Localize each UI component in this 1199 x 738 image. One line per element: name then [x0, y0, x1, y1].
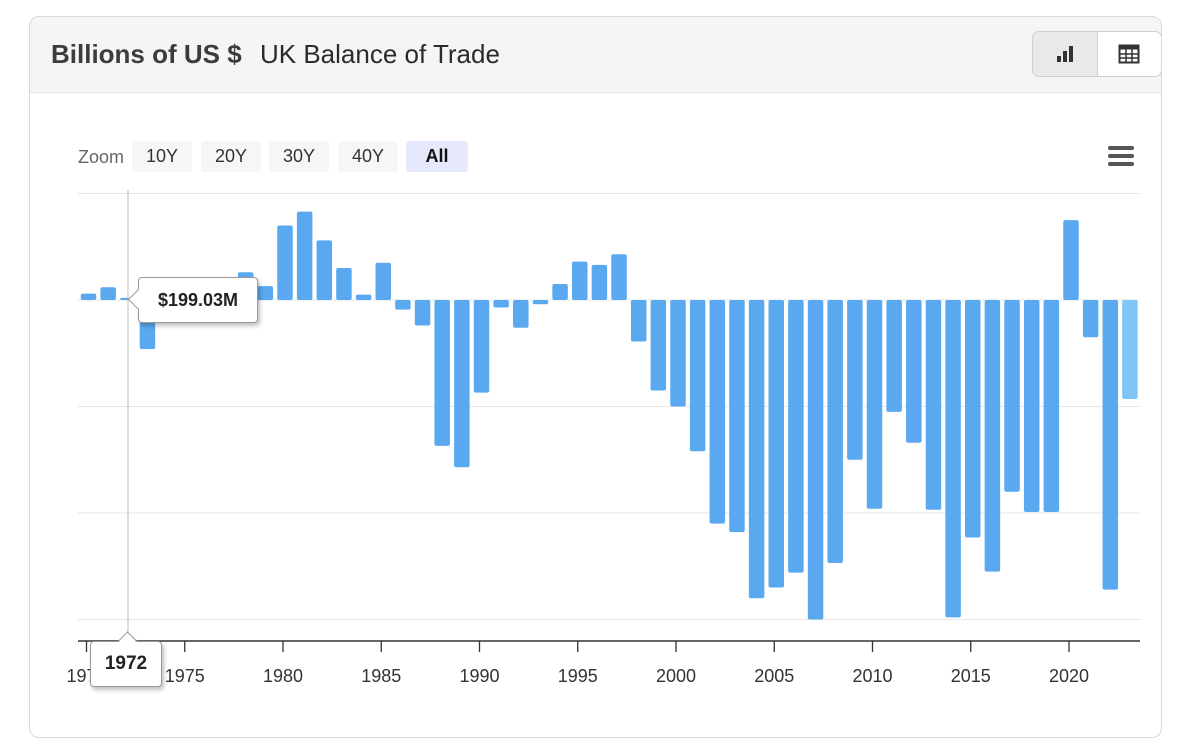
x-tick-label-2015: 2015: [951, 666, 991, 686]
bar-2010[interactable]: [866, 300, 883, 509]
bar-2023[interactable]: [1122, 300, 1138, 400]
bar-1988[interactable]: [434, 300, 450, 446]
card-header: Billions of US $ UK Balance of Trade: [30, 17, 1161, 93]
bar-2020[interactable]: [1063, 220, 1079, 301]
bar-2012[interactable]: [906, 300, 922, 443]
bar-1990[interactable]: [473, 300, 490, 393]
bar-1989[interactable]: [454, 300, 470, 468]
x-tick-label-1975: 1975: [165, 666, 205, 686]
bar-2005[interactable]: [768, 300, 785, 588]
table-view-button[interactable]: [1097, 32, 1161, 76]
bar-1980[interactable]: [277, 225, 293, 300]
bar-2011[interactable]: [886, 300, 902, 412]
bar-2007[interactable]: [807, 300, 824, 620]
view-toggle: [1032, 31, 1161, 77]
zoom-40y-button[interactable]: 40Y: [338, 141, 398, 172]
bar-2006[interactable]: [788, 300, 804, 573]
year-tooltip: 1972: [90, 641, 162, 687]
bar-2015[interactable]: [965, 300, 981, 538]
x-tick-label-1985: 1985: [361, 666, 401, 686]
bar-2002[interactable]: [709, 300, 726, 524]
bar-2001[interactable]: [689, 300, 706, 452]
bar-1998[interactable]: [630, 300, 647, 342]
bar-1996[interactable]: [591, 264, 608, 300]
x-tick-label-2005: 2005: [754, 666, 794, 686]
bar-1982[interactable]: [316, 240, 333, 300]
zoom-10y-button[interactable]: 10Y: [132, 141, 192, 172]
bar-2013[interactable]: [925, 300, 942, 510]
bar-1979[interactable]: [257, 286, 274, 300]
bar-1991[interactable]: [493, 300, 509, 308]
table-icon: [1118, 44, 1140, 64]
bar-1981[interactable]: [296, 211, 313, 300]
x-tick-label-2010: 2010: [852, 666, 892, 686]
zoom-all-button[interactable]: All: [406, 141, 468, 172]
bar-2016[interactable]: [984, 300, 1001, 572]
bar-1992[interactable]: [513, 300, 529, 328]
chart-view-button[interactable]: [1033, 32, 1098, 76]
bar-1983[interactable]: [336, 268, 352, 300]
grid-lines: [78, 193, 1140, 620]
bar-2009[interactable]: [847, 300, 863, 460]
bar-1999[interactable]: [650, 300, 667, 391]
zoom-label: Zoom: [78, 147, 125, 167]
x-axis-ticks: 1970 1975 1980 1985 1990 1995 2000 2005 2010 2015…: [66, 641, 1089, 686]
bar-1993[interactable]: [532, 300, 549, 305]
bar-1970[interactable]: [80, 293, 97, 300]
chart-title: UK Balance of Trade: [260, 39, 500, 69]
bar-1995[interactable]: [572, 261, 588, 300]
bar-2014[interactable]: [945, 300, 961, 618]
bar-series: [80, 211, 1138, 620]
bar-chart: 1970 1975 1980 1985 1990 1995 2000 2005 2010 2015…: [66, 190, 1140, 686]
bar-2003[interactable]: [729, 300, 745, 533]
bar-2008[interactable]: [827, 300, 843, 564]
bar-1986[interactable]: [395, 300, 411, 310]
bar-1994[interactable]: [552, 284, 568, 300]
bar-2022[interactable]: [1102, 300, 1119, 590]
bar-2019[interactable]: [1043, 300, 1060, 512]
bar-2021[interactable]: [1082, 300, 1099, 338]
bar-2017[interactable]: [1004, 300, 1020, 492]
bar-chart-icon: [1057, 46, 1073, 62]
bar-1984[interactable]: [355, 294, 372, 300]
bar-1971[interactable]: [100, 287, 116, 300]
bar-1997[interactable]: [611, 254, 627, 300]
x-tick-label-2020: 2020: [1049, 666, 1089, 686]
hamburger-menu-icon[interactable]: [1108, 144, 1136, 168]
bar-1987[interactable]: [414, 300, 431, 326]
x-tick-label-2000: 2000: [656, 666, 696, 686]
bar-2000[interactable]: [670, 300, 686, 407]
x-tick-label-1980: 1980: [263, 666, 303, 686]
bar-2018[interactable]: [1023, 300, 1040, 512]
zoom-20y-button[interactable]: 20Y: [201, 141, 261, 172]
x-tick-label-1990: 1990: [459, 666, 499, 686]
value-tooltip: $199.03M: [138, 277, 258, 323]
bar-1985[interactable]: [375, 262, 392, 300]
zoom-30y-button[interactable]: 30Y: [269, 141, 329, 172]
unit-label: Billions of US $: [51, 39, 242, 69]
bar-2004[interactable]: [748, 300, 765, 599]
x-tick-label-1995: 1995: [558, 666, 598, 686]
